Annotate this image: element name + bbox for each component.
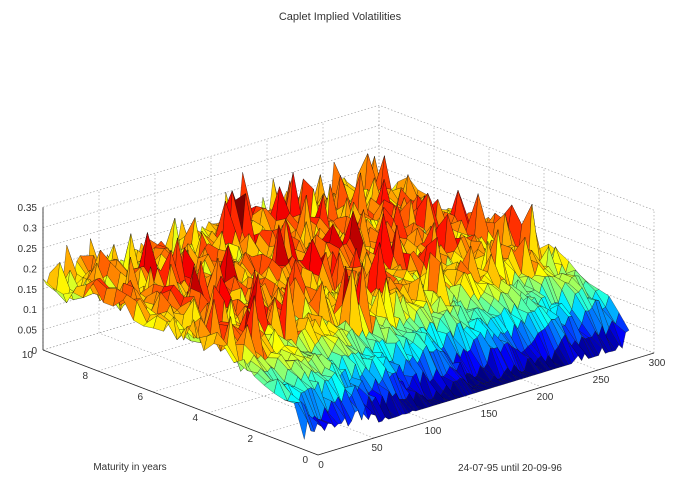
z-tick-label: 0 [31,346,37,357]
x-tick-label: 6 [137,392,143,403]
y-tick-label: 100 [425,426,442,437]
x-tick-label: 8 [82,371,88,382]
z-tick-label: 0.2 [23,264,37,275]
z-tick-label: 0.15 [18,285,38,296]
chart-title: Caplet Implied Volatilities [279,11,402,23]
z-tick-label: 0.35 [18,203,38,214]
x-tick-label: 4 [192,413,198,424]
y-tick-label: 250 [593,375,610,386]
y-axis-label: 24-07-95 until 20-09-96 [458,463,562,474]
x-tick-label: 2 [247,434,253,445]
volatility-surface [42,152,630,440]
surface-patch [293,402,308,440]
z-tick-label: 0.3 [23,224,37,235]
axis-ticks: 00.050.10.150.20.250.30.3502468100501001… [18,203,666,471]
z-tick-label: 0.05 [18,326,38,337]
y-tick-label: 150 [481,409,498,420]
x-tick-label: 0 [302,455,308,466]
x-axis-label: Maturity in years [93,462,166,473]
y-tick-label: 0 [318,460,324,471]
y-tick-label: 200 [537,392,554,403]
y-tick-label: 50 [371,443,383,454]
z-tick-label: 0.1 [23,305,37,316]
y-tick-label: 300 [649,358,666,369]
z-tick-label: 0.25 [18,244,38,255]
x-tick-label: 10 [22,350,34,361]
